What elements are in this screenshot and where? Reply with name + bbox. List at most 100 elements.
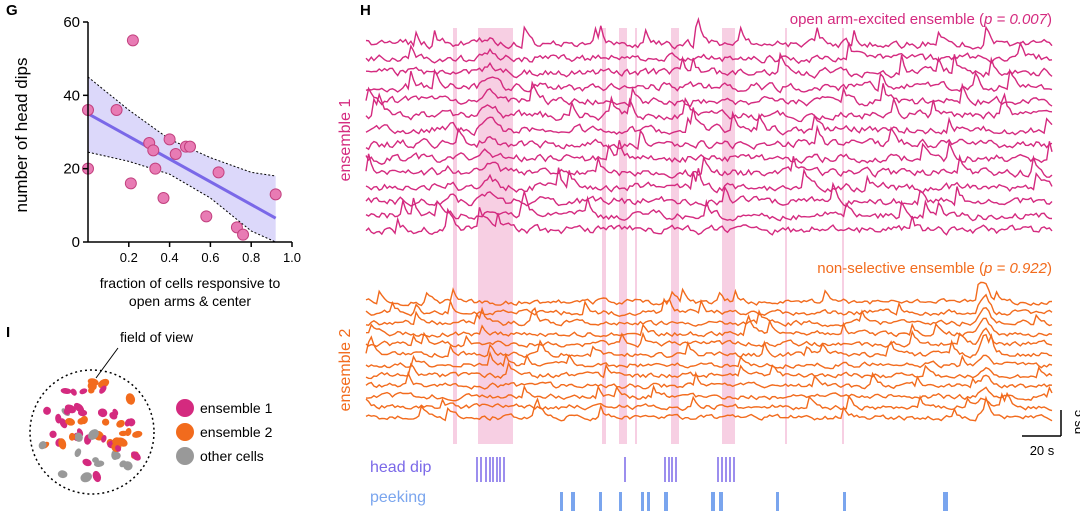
cell-blob bbox=[60, 388, 72, 394]
cell-blob bbox=[112, 437, 122, 446]
ensemble-1-title: open arm-excited ensemble (p = 0.007) bbox=[790, 11, 1052, 28]
x-tick-label: 0.2 bbox=[120, 250, 138, 265]
trace-line bbox=[365, 181, 1053, 208]
event-window bbox=[842, 28, 844, 444]
cell-blob bbox=[68, 432, 76, 441]
data-point bbox=[110, 104, 123, 116]
trace-line bbox=[365, 384, 1053, 402]
ci-lower-line bbox=[87, 151, 276, 243]
peeking-block bbox=[711, 492, 715, 511]
legend-label-ensemble-2: ensemble 2 bbox=[200, 424, 273, 440]
cell-blob bbox=[74, 432, 83, 442]
trace-line bbox=[365, 281, 1053, 307]
ensemble-2-title-prefix: non-selective ensemble ( bbox=[817, 260, 984, 277]
y-tick-label: 0 bbox=[72, 234, 80, 251]
scale-bar-x-label: 20 s bbox=[1030, 443, 1055, 458]
legend-label-other-cells: other cells bbox=[200, 448, 264, 464]
event-shading bbox=[453, 28, 844, 444]
trace-line bbox=[365, 395, 1053, 422]
trace-line bbox=[365, 332, 1053, 359]
axes: 0 20 40 60 0.2 0.4 0.6 0.8 1.0 bbox=[63, 14, 301, 265]
regression-line bbox=[87, 112, 277, 220]
calcium-traces-panel: ensemble 1 ensemble 2 open arm-excited e… bbox=[337, 11, 1080, 511]
peeking-block bbox=[647, 492, 650, 511]
peeking-events bbox=[560, 492, 948, 511]
data-point bbox=[157, 192, 170, 204]
data-point bbox=[269, 188, 282, 201]
cell-blobs bbox=[38, 378, 143, 483]
y-axis-label: number of head dips bbox=[12, 58, 31, 213]
trace-line bbox=[365, 41, 1053, 65]
x-tick-label: 1.0 bbox=[283, 250, 301, 265]
trace-line bbox=[365, 371, 1053, 390]
data-point bbox=[237, 228, 250, 241]
field-pointer-line bbox=[95, 347, 119, 379]
cell-blob bbox=[116, 419, 125, 428]
legend: ensemble 1 ensemble 2 other cells bbox=[176, 399, 273, 465]
cell-blob bbox=[112, 408, 119, 416]
ensemble-2-title: non-selective ensemble (p = 0.922) bbox=[817, 260, 1052, 277]
trace-line bbox=[365, 207, 1053, 236]
y-tick-label: 40 bbox=[63, 87, 80, 104]
trace-line bbox=[365, 391, 1053, 412]
trace-line bbox=[365, 68, 1053, 94]
ensemble-2-traces bbox=[365, 281, 1053, 422]
cell-blob bbox=[125, 393, 136, 405]
data-point bbox=[169, 148, 182, 160]
cell-blob bbox=[125, 428, 132, 436]
cell-blob bbox=[92, 470, 102, 483]
ci-area bbox=[88, 77, 276, 242]
cell-blob bbox=[38, 441, 47, 450]
peeking-block bbox=[560, 492, 563, 511]
data-point bbox=[163, 133, 176, 146]
trace-line bbox=[365, 327, 1053, 348]
x-tick-label: 0.8 bbox=[242, 250, 260, 265]
ensemble-2-label: ensemble 2 bbox=[337, 329, 354, 412]
trace-line bbox=[365, 361, 1053, 380]
x-axis-label-line1: fraction of cells responsive to bbox=[100, 275, 281, 291]
y-tick-label: 20 bbox=[63, 161, 80, 178]
trace-line bbox=[365, 16, 1053, 50]
trace-line bbox=[365, 107, 1053, 137]
event-window bbox=[785, 28, 787, 444]
ensemble-2-title-suffix: ) bbox=[1047, 260, 1052, 277]
cell-blob bbox=[82, 458, 92, 467]
trace-line bbox=[365, 167, 1053, 194]
data-point bbox=[184, 140, 196, 153]
peeking-block bbox=[599, 492, 602, 511]
scale-bar: 5 sd 20 s bbox=[1022, 410, 1080, 458]
trace-line bbox=[365, 51, 1053, 79]
cell-blob bbox=[131, 451, 141, 461]
peeking-block bbox=[619, 492, 622, 511]
panel-letter-i: I bbox=[6, 324, 11, 341]
scatter-chart: number of head dips 0 20 40 60 0.2 0.4 0.6 0.8 1… bbox=[12, 14, 301, 309]
cell-blob bbox=[80, 472, 92, 483]
legend-swatch-ensemble-1 bbox=[176, 399, 194, 417]
cell-blob bbox=[119, 460, 127, 468]
panel-letter-g: G bbox=[6, 2, 18, 19]
trace-line bbox=[365, 293, 1053, 318]
event-window bbox=[478, 28, 513, 444]
y-tick-label: 60 bbox=[63, 14, 80, 31]
cell-blob bbox=[97, 408, 108, 418]
trace-line bbox=[365, 153, 1053, 179]
peeking-block bbox=[571, 492, 575, 511]
x-tick-label: 0.4 bbox=[161, 250, 179, 265]
event-window bbox=[602, 28, 606, 444]
cell-blob bbox=[74, 448, 82, 458]
cell-blob bbox=[77, 409, 88, 417]
field-of-view-diagram: field of view ensemble 1 ensemble 2 othe… bbox=[29, 329, 273, 495]
event-window bbox=[722, 28, 735, 444]
ensemble-2-p-value: p = 0.922 bbox=[983, 260, 1048, 277]
peeking-block bbox=[776, 492, 779, 511]
trace-line bbox=[365, 92, 1053, 123]
cell-blob bbox=[58, 438, 67, 450]
peeking-block bbox=[664, 492, 668, 511]
cell-blob bbox=[79, 388, 88, 395]
trace-line bbox=[365, 80, 1053, 108]
legend-label-ensemble-1: ensemble 1 bbox=[200, 400, 273, 416]
data-point bbox=[200, 210, 213, 223]
event-window bbox=[671, 28, 679, 444]
trace-line bbox=[365, 314, 1053, 338]
panel-letter-h: H bbox=[360, 2, 371, 19]
